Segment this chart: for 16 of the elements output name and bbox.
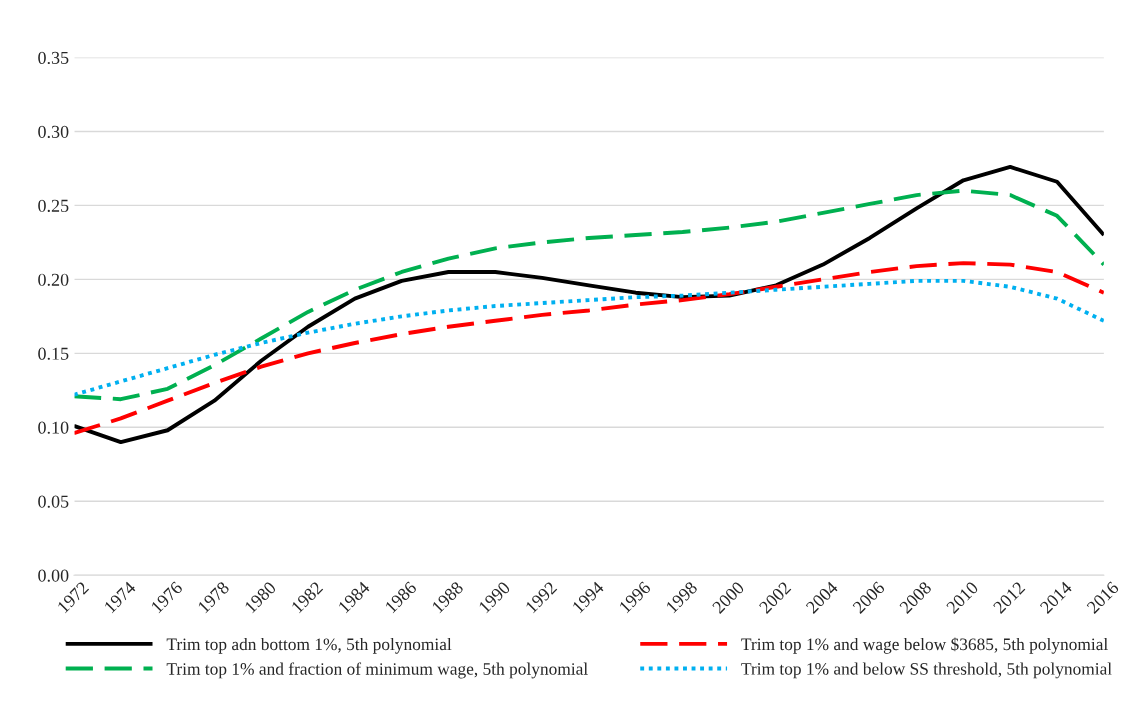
- legend-label: Trim top 1% and fraction of minimum wage, 5th polynomial: [166, 662, 588, 679]
- y-tick-label: 0.15: [38, 347, 69, 360]
- y-tick-label: 0.35: [38, 51, 69, 65]
- y-tick-label: 0.25: [38, 199, 69, 212]
- line-series: [73, 261, 1104, 436]
- line-series: [73, 278, 1104, 397]
- legend-label: Trim top 1% and below SS threshold, 5th polynomial: [741, 662, 1112, 679]
- y-tick-label: 0.05: [38, 495, 69, 508]
- legend-label: Trim top adn bottom 1%, 5th polynomial: [166, 637, 452, 654]
- y-tick-label: 0.30: [38, 125, 69, 138]
- y-tick-label: 0.00: [38, 569, 69, 582]
- y-tick-label: 0.10: [38, 421, 69, 434]
- y-tick-label: 0.20: [38, 273, 69, 286]
- line-series: [73, 188, 1104, 402]
- legend-label: Trim top 1% and wage below $3685, 5th polynomial: [741, 637, 1108, 654]
- line-series: [73, 165, 1104, 445]
